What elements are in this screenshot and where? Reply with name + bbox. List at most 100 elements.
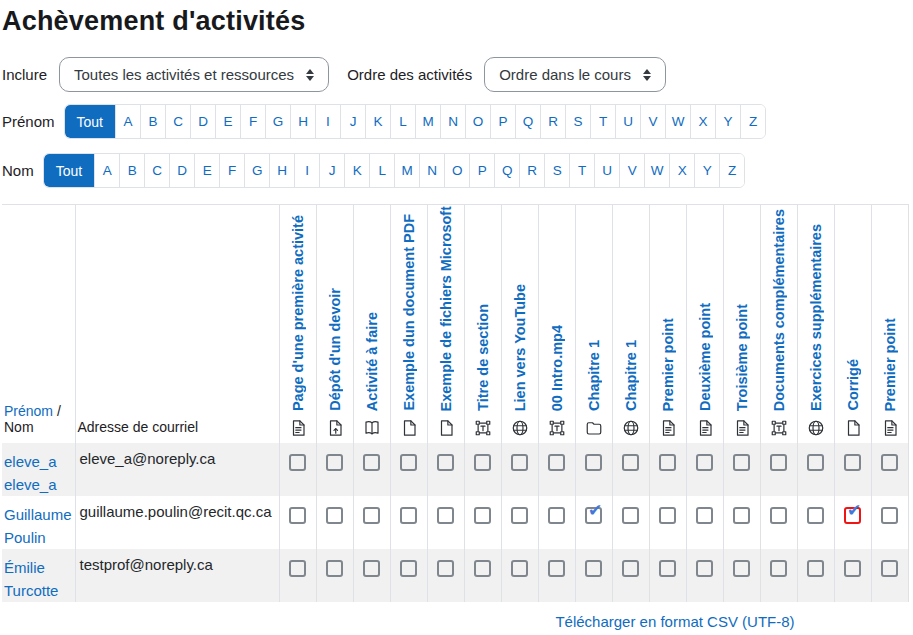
completion-checkbox-unchecked[interactable] xyxy=(881,507,898,524)
activity-link[interactable]: Titre de section xyxy=(475,304,491,411)
activity-link[interactable]: Exemple dun document PDF xyxy=(401,214,417,411)
completion-checkbox-unchecked[interactable] xyxy=(696,454,713,471)
firstname-letter-M[interactable]: M xyxy=(415,105,440,138)
lastname-letter-O[interactable]: O xyxy=(444,154,469,187)
activity-link[interactable]: Lien vers YouTube xyxy=(512,284,528,411)
firstname-letter-W[interactable]: W xyxy=(665,105,690,138)
download-csv-utf8-link[interactable]: Télécharger en format CSV (UTF-8) xyxy=(442,610,908,634)
activity-link[interactable]: Activité à faire xyxy=(364,312,380,411)
lastname-letter-X[interactable]: X xyxy=(669,154,694,187)
completion-checkbox-unchecked[interactable] xyxy=(289,454,306,471)
completion-checkbox-unchecked[interactable] xyxy=(548,454,565,471)
completion-checkbox-unchecked[interactable] xyxy=(585,560,602,577)
activity-link[interactable]: Exemple de fichiers Microsoft xyxy=(438,206,454,411)
completion-checkbox-unchecked[interactable] xyxy=(289,507,306,524)
completion-checkbox-unchecked[interactable] xyxy=(289,560,306,577)
completion-checkbox-unchecked[interactable] xyxy=(770,454,787,471)
lastname-letter-C[interactable]: C xyxy=(144,154,169,187)
lastname-letter-Z[interactable]: Z xyxy=(719,154,744,187)
completion-checkbox-checked[interactable]: ✔ xyxy=(585,507,602,524)
sort-firstname-link[interactable]: Prénom xyxy=(4,403,53,419)
completion-checkbox-unchecked[interactable] xyxy=(400,454,417,471)
completion-checkbox-unchecked[interactable] xyxy=(844,560,861,577)
completion-checkbox-unchecked[interactable] xyxy=(326,454,343,471)
lastname-letter-S[interactable]: S xyxy=(544,154,569,187)
completion-checkbox-unchecked[interactable] xyxy=(585,454,602,471)
completion-checkbox-unchecked[interactable] xyxy=(659,507,676,524)
activity-link[interactable]: Chapitre 1 xyxy=(623,340,639,411)
completion-checkbox-unchecked[interactable] xyxy=(548,507,565,524)
completion-checkbox-unchecked[interactable] xyxy=(770,507,787,524)
completion-checkbox-unchecked[interactable] xyxy=(881,560,898,577)
lastname-letter-M[interactable]: M xyxy=(394,154,419,187)
completion-checkbox-unchecked[interactable] xyxy=(807,454,824,471)
completion-checkbox-unchecked[interactable] xyxy=(733,507,750,524)
firstname-letter-A[interactable]: A xyxy=(115,105,140,138)
firstname-letter-V[interactable]: V xyxy=(640,105,665,138)
completion-checkbox-unchecked[interactable] xyxy=(474,454,491,471)
activity-link[interactable]: Troisième point xyxy=(734,304,750,411)
include-activities-select[interactable]: Toutes les activités et ressources xyxy=(59,57,329,92)
lastname-letter-K[interactable]: K xyxy=(344,154,369,187)
lastname-letter-B[interactable]: B xyxy=(119,154,144,187)
firstname-letter-Q[interactable]: Q xyxy=(515,105,540,138)
completion-checkbox-unchecked[interactable] xyxy=(511,454,528,471)
completion-checkbox-unchecked[interactable] xyxy=(622,507,639,524)
lastname-letter-N[interactable]: N xyxy=(419,154,444,187)
lastname-letter-E[interactable]: E xyxy=(194,154,219,187)
activity-link[interactable]: 00 Intro.mp4 xyxy=(549,325,565,411)
completion-checkbox-unchecked[interactable] xyxy=(696,560,713,577)
activity-link[interactable]: Exercices supplémentaires xyxy=(808,224,824,411)
firstname-letter-J[interactable]: J xyxy=(340,105,365,138)
student-lastname-link[interactable]: Turcotte xyxy=(4,579,73,602)
lastname-letter-I[interactable]: I xyxy=(294,154,319,187)
lastname-letter-F[interactable]: F xyxy=(219,154,244,187)
completion-checkbox-unchecked[interactable] xyxy=(881,454,898,471)
completion-checkbox-unchecked[interactable] xyxy=(733,454,750,471)
completion-checkbox-unchecked[interactable] xyxy=(437,507,454,524)
completion-checkbox-unchecked[interactable] xyxy=(511,560,528,577)
completion-checkbox-unchecked[interactable] xyxy=(548,560,565,577)
student-firstname-link[interactable]: Guillaume xyxy=(4,503,73,526)
firstname-letter-T[interactable]: T xyxy=(590,105,615,138)
completion-checkbox-checked[interactable]: ✔ xyxy=(844,507,861,524)
firstname-letter-R[interactable]: R xyxy=(540,105,565,138)
completion-checkbox-unchecked[interactable] xyxy=(474,560,491,577)
firstname-letter-B[interactable]: B xyxy=(140,105,165,138)
firstname-letter-X[interactable]: X xyxy=(690,105,715,138)
completion-checkbox-unchecked[interactable] xyxy=(659,560,676,577)
firstname-letter-K[interactable]: K xyxy=(365,105,390,138)
activity-link[interactable]: Deuxième point xyxy=(697,303,713,411)
student-firstname-link[interactable]: eleve_a xyxy=(4,450,73,473)
student-lastname-link[interactable]: Poulin xyxy=(4,526,73,549)
completion-checkbox-unchecked[interactable] xyxy=(326,560,343,577)
firstname-letter-N[interactable]: N xyxy=(440,105,465,138)
completion-checkbox-unchecked[interactable] xyxy=(733,560,750,577)
firstname-letter-P[interactable]: P xyxy=(490,105,515,138)
lastname-letter-Y[interactable]: Y xyxy=(694,154,719,187)
lastname-letter-L[interactable]: L xyxy=(369,154,394,187)
firstname-letter-F[interactable]: F xyxy=(240,105,265,138)
activity-link[interactable]: Premier point xyxy=(660,318,676,411)
lastname-letter-Q[interactable]: Q xyxy=(494,154,519,187)
lastname-letter-T[interactable]: T xyxy=(569,154,594,187)
firstname-letter-O[interactable]: O xyxy=(465,105,490,138)
completion-checkbox-unchecked[interactable] xyxy=(326,507,343,524)
completion-checkbox-unchecked[interactable] xyxy=(400,507,417,524)
firstname-letter-U[interactable]: U xyxy=(615,105,640,138)
activity-link[interactable]: Page d'une première activité xyxy=(290,215,306,411)
firstname-letter-Z[interactable]: Z xyxy=(740,105,765,138)
firstname-letter-I[interactable]: I xyxy=(315,105,340,138)
lastname-letter-R[interactable]: R xyxy=(519,154,544,187)
completion-checkbox-unchecked[interactable] xyxy=(659,454,676,471)
student-lastname-link[interactable]: eleve_a xyxy=(4,473,73,496)
completion-checkbox-unchecked[interactable] xyxy=(844,454,861,471)
completion-checkbox-unchecked[interactable] xyxy=(622,560,639,577)
firstname-letter-S[interactable]: S xyxy=(565,105,590,138)
firstname-letter-L[interactable]: L xyxy=(390,105,415,138)
student-firstname-link[interactable]: Émilie xyxy=(4,556,73,579)
activity-link[interactable]: Documents complémentaires xyxy=(771,209,787,411)
lastname-letter-A[interactable]: A xyxy=(94,154,119,187)
lastname-letter-P[interactable]: P xyxy=(469,154,494,187)
firstname-letter-H[interactable]: H xyxy=(290,105,315,138)
